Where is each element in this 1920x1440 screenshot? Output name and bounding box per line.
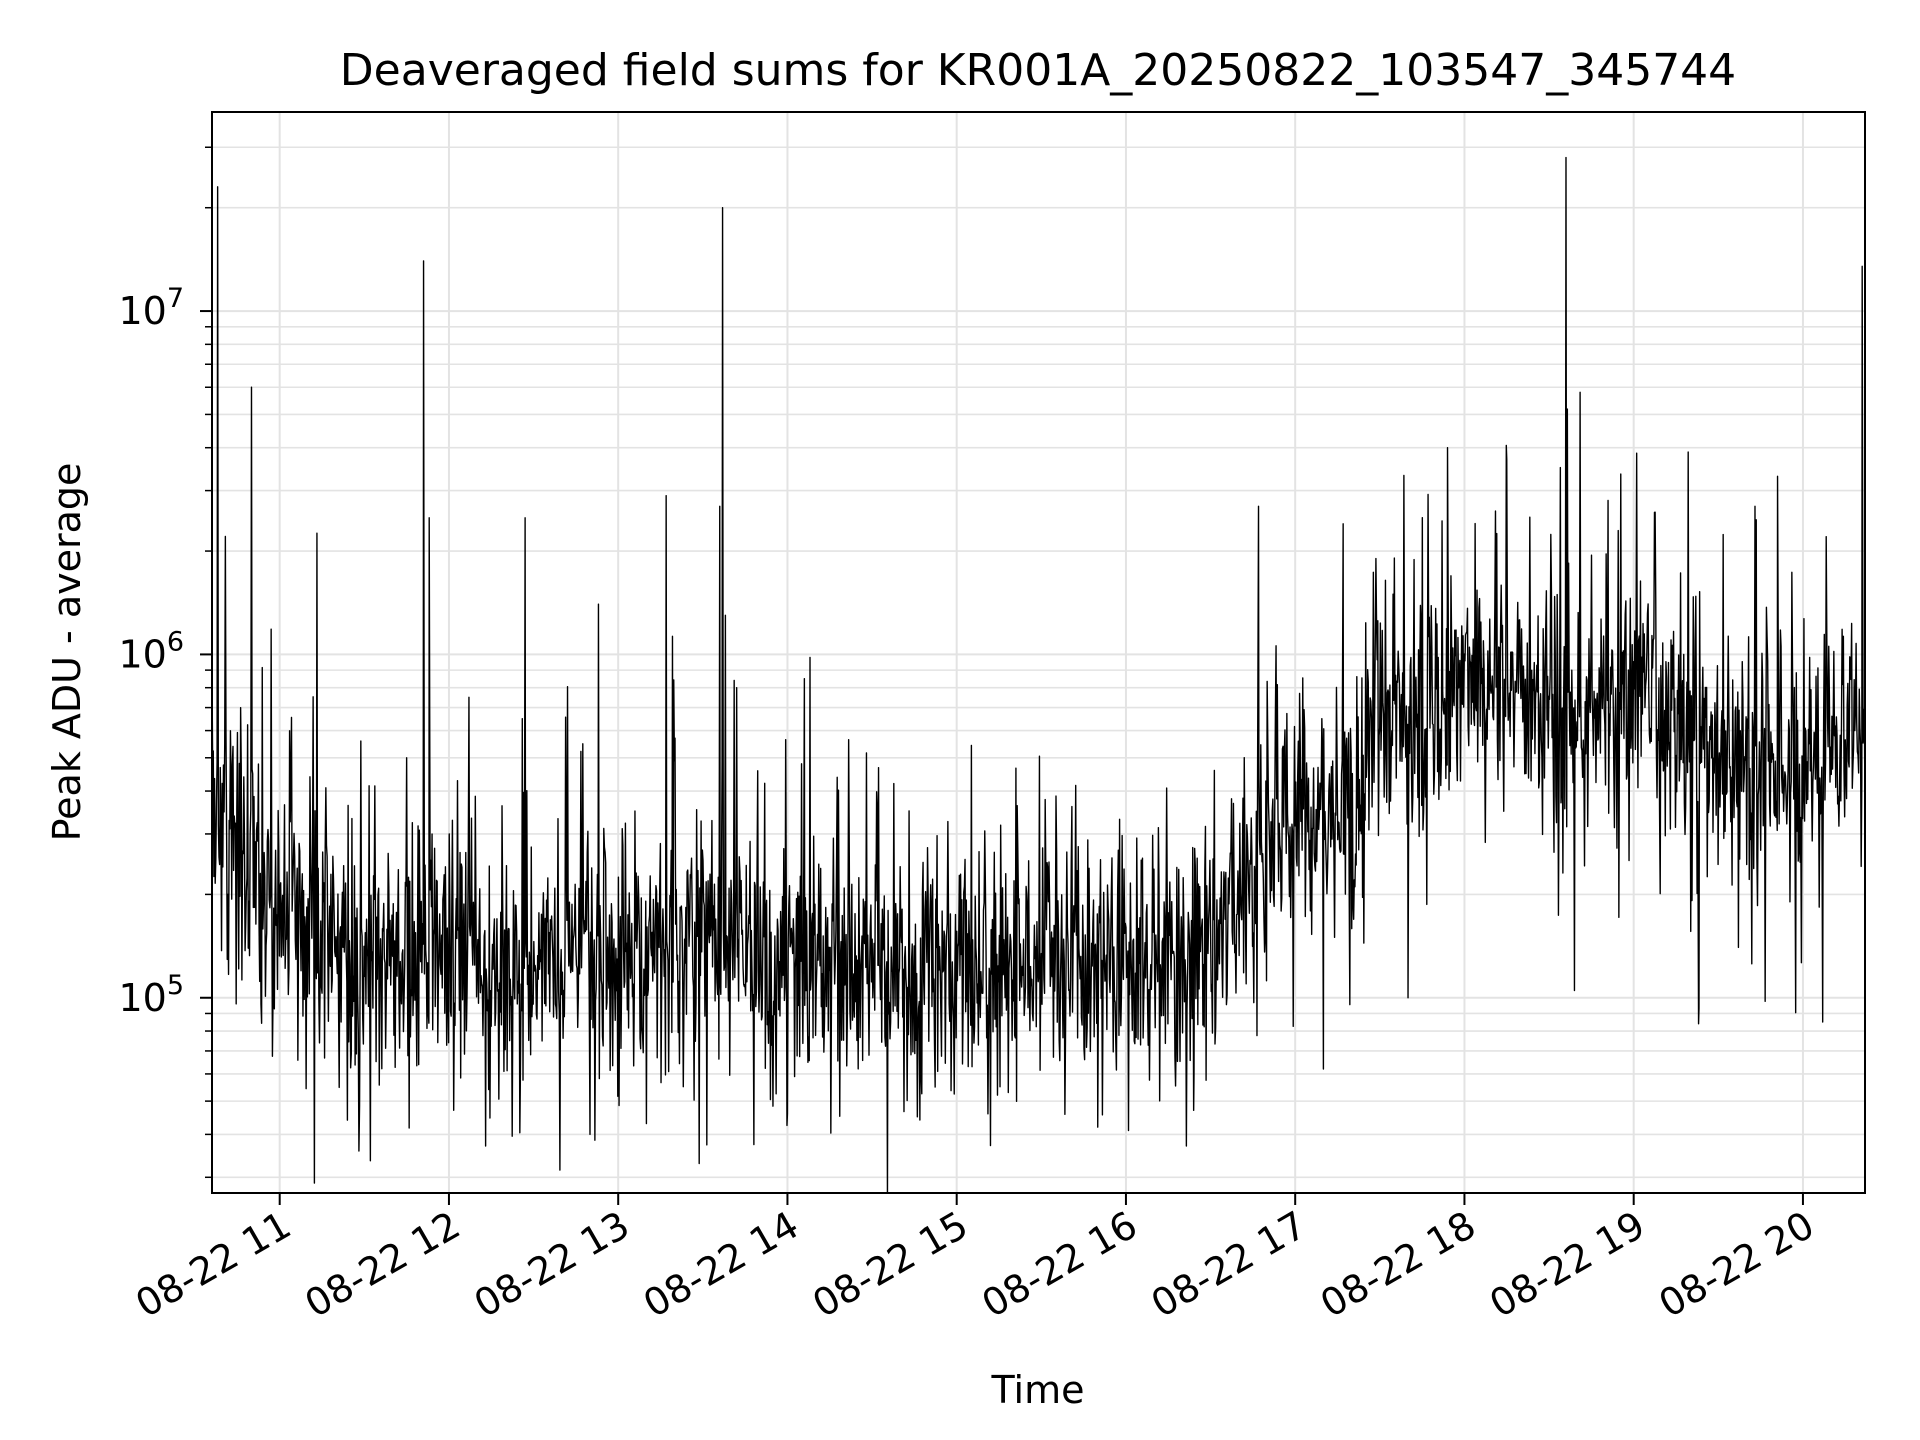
y-tick-label: 106 bbox=[118, 626, 184, 676]
y-tick-label-exponent: 5 bbox=[167, 970, 184, 1001]
series-line bbox=[212, 156, 1865, 1193]
y-tick-label-exponent: 6 bbox=[167, 626, 184, 657]
y-tick-label-base: 10 bbox=[118, 632, 166, 676]
y-tick-label-base: 10 bbox=[118, 976, 166, 1020]
series-layer bbox=[212, 156, 1865, 1193]
y-tick-label: 105 bbox=[118, 970, 184, 1020]
y-axis-label: Peak ADU - average bbox=[45, 463, 89, 842]
plot-area bbox=[211, 111, 1866, 1194]
y-tick-label-base: 10 bbox=[118, 289, 166, 333]
plot-frame bbox=[211, 111, 1866, 1194]
y-tick-label: 107 bbox=[118, 283, 184, 333]
y-tick-label-exponent: 7 bbox=[167, 283, 184, 314]
x-axis-label: Time bbox=[991, 1368, 1085, 1412]
chart-title: Deaveraged field sums for KR001A_2025082… bbox=[340, 45, 1736, 96]
